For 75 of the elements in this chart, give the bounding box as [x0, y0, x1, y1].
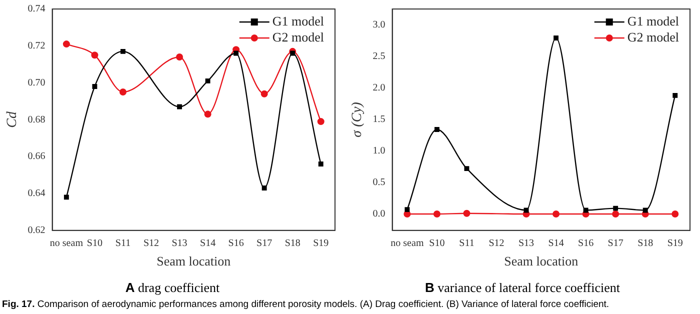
- y-axis-title: σ (Cy): [350, 102, 366, 138]
- point: [317, 118, 324, 126]
- point: [463, 210, 470, 217]
- point: [613, 206, 618, 211]
- x-tick-label: no seam: [390, 238, 424, 250]
- x-tick-label: no seam: [50, 238, 84, 250]
- y-tick-label: 2.0: [372, 82, 386, 94]
- point: [612, 210, 620, 218]
- caption: Fig. 17. Comparison of aerodynamic performances among different porosity models. (A) Drag coefficient. (B) Variance of lateral force coefficient.: [2, 299, 610, 310]
- x-tick-label: S14: [200, 238, 216, 250]
- x-tick-label: S12: [488, 238, 504, 250]
- y-tick-label: 0.5: [372, 177, 386, 188]
- text: B variance of lateral force coefficient: [424, 280, 621, 296]
- x-tick-label: S11: [115, 238, 131, 250]
- point: [552, 210, 560, 218]
- y-tick-label: 3.0: [372, 19, 386, 30]
- point: [433, 210, 440, 218]
- x-tick-label: S13: [518, 238, 534, 250]
- y-tick-label: 0.74: [28, 4, 46, 15]
- x-axis-title: Seam location: [504, 254, 579, 269]
- text: A drag coefficient: [124, 280, 221, 296]
- point: [62, 40, 70, 48]
- point: [120, 48, 126, 54]
- x-tick-label: S16: [228, 238, 244, 250]
- y-axis-title: Cd: [5, 110, 20, 128]
- y-tick-label: 0.62: [28, 225, 46, 236]
- point: [642, 208, 648, 213]
- point: [464, 166, 470, 172]
- y-tick-label: 0.72: [28, 40, 46, 52]
- point: [205, 78, 210, 84]
- point: [260, 90, 268, 98]
- y-tick-label: 0.70: [28, 77, 46, 88]
- x-tick-label: S19: [313, 238, 329, 250]
- point: [177, 104, 182, 110]
- point: [318, 162, 324, 166]
- point: [262, 185, 267, 190]
- point: [91, 52, 98, 59]
- x-tick-label: S14: [548, 238, 564, 250]
- x-tick-label: S11: [459, 238, 474, 250]
- point: [234, 50, 239, 56]
- point: [92, 84, 98, 89]
- point: [204, 110, 212, 118]
- legend-label: G2 model: [627, 29, 680, 44]
- point: [119, 88, 126, 96]
- legend-label: G1 model: [627, 13, 680, 28]
- legend-label: G2 model: [272, 29, 324, 44]
- x-tick-label: S17: [256, 238, 272, 250]
- y-tick-label: 0.64: [28, 188, 46, 200]
- point: [524, 208, 529, 213]
- x-tick-label: S16: [578, 238, 594, 250]
- y-tick-label: 0.0: [372, 208, 386, 220]
- x-tick-label: S17: [608, 238, 624, 250]
- point: [554, 36, 559, 40]
- x-axis-title: Seam location: [156, 254, 232, 269]
- point: [290, 50, 296, 56]
- point: [176, 53, 184, 60]
- x-tick-label: S19: [667, 238, 683, 250]
- y-tick-label: 1.0: [372, 146, 386, 157]
- y-tick-label: 0.68: [28, 114, 46, 126]
- point: [404, 207, 410, 212]
- point: [583, 208, 588, 213]
- point: [672, 92, 678, 98]
- x-tick-label: S10: [429, 238, 445, 250]
- y-tick-label: 1.5: [372, 114, 386, 126]
- x-tick-label: S13: [172, 238, 188, 250]
- y-tick-label: 2.5: [372, 50, 386, 62]
- point: [434, 127, 440, 132]
- x-tick-label: S10: [86, 238, 102, 250]
- y-tick-label: 0.66: [28, 151, 46, 162]
- x-tick-label: S18: [638, 238, 654, 250]
- legend-label: G1 model: [272, 13, 324, 28]
- point: [64, 194, 69, 200]
- x-tick-label: S18: [284, 238, 300, 250]
- x-tick-label: S12: [143, 238, 160, 250]
- point: [672, 210, 679, 218]
